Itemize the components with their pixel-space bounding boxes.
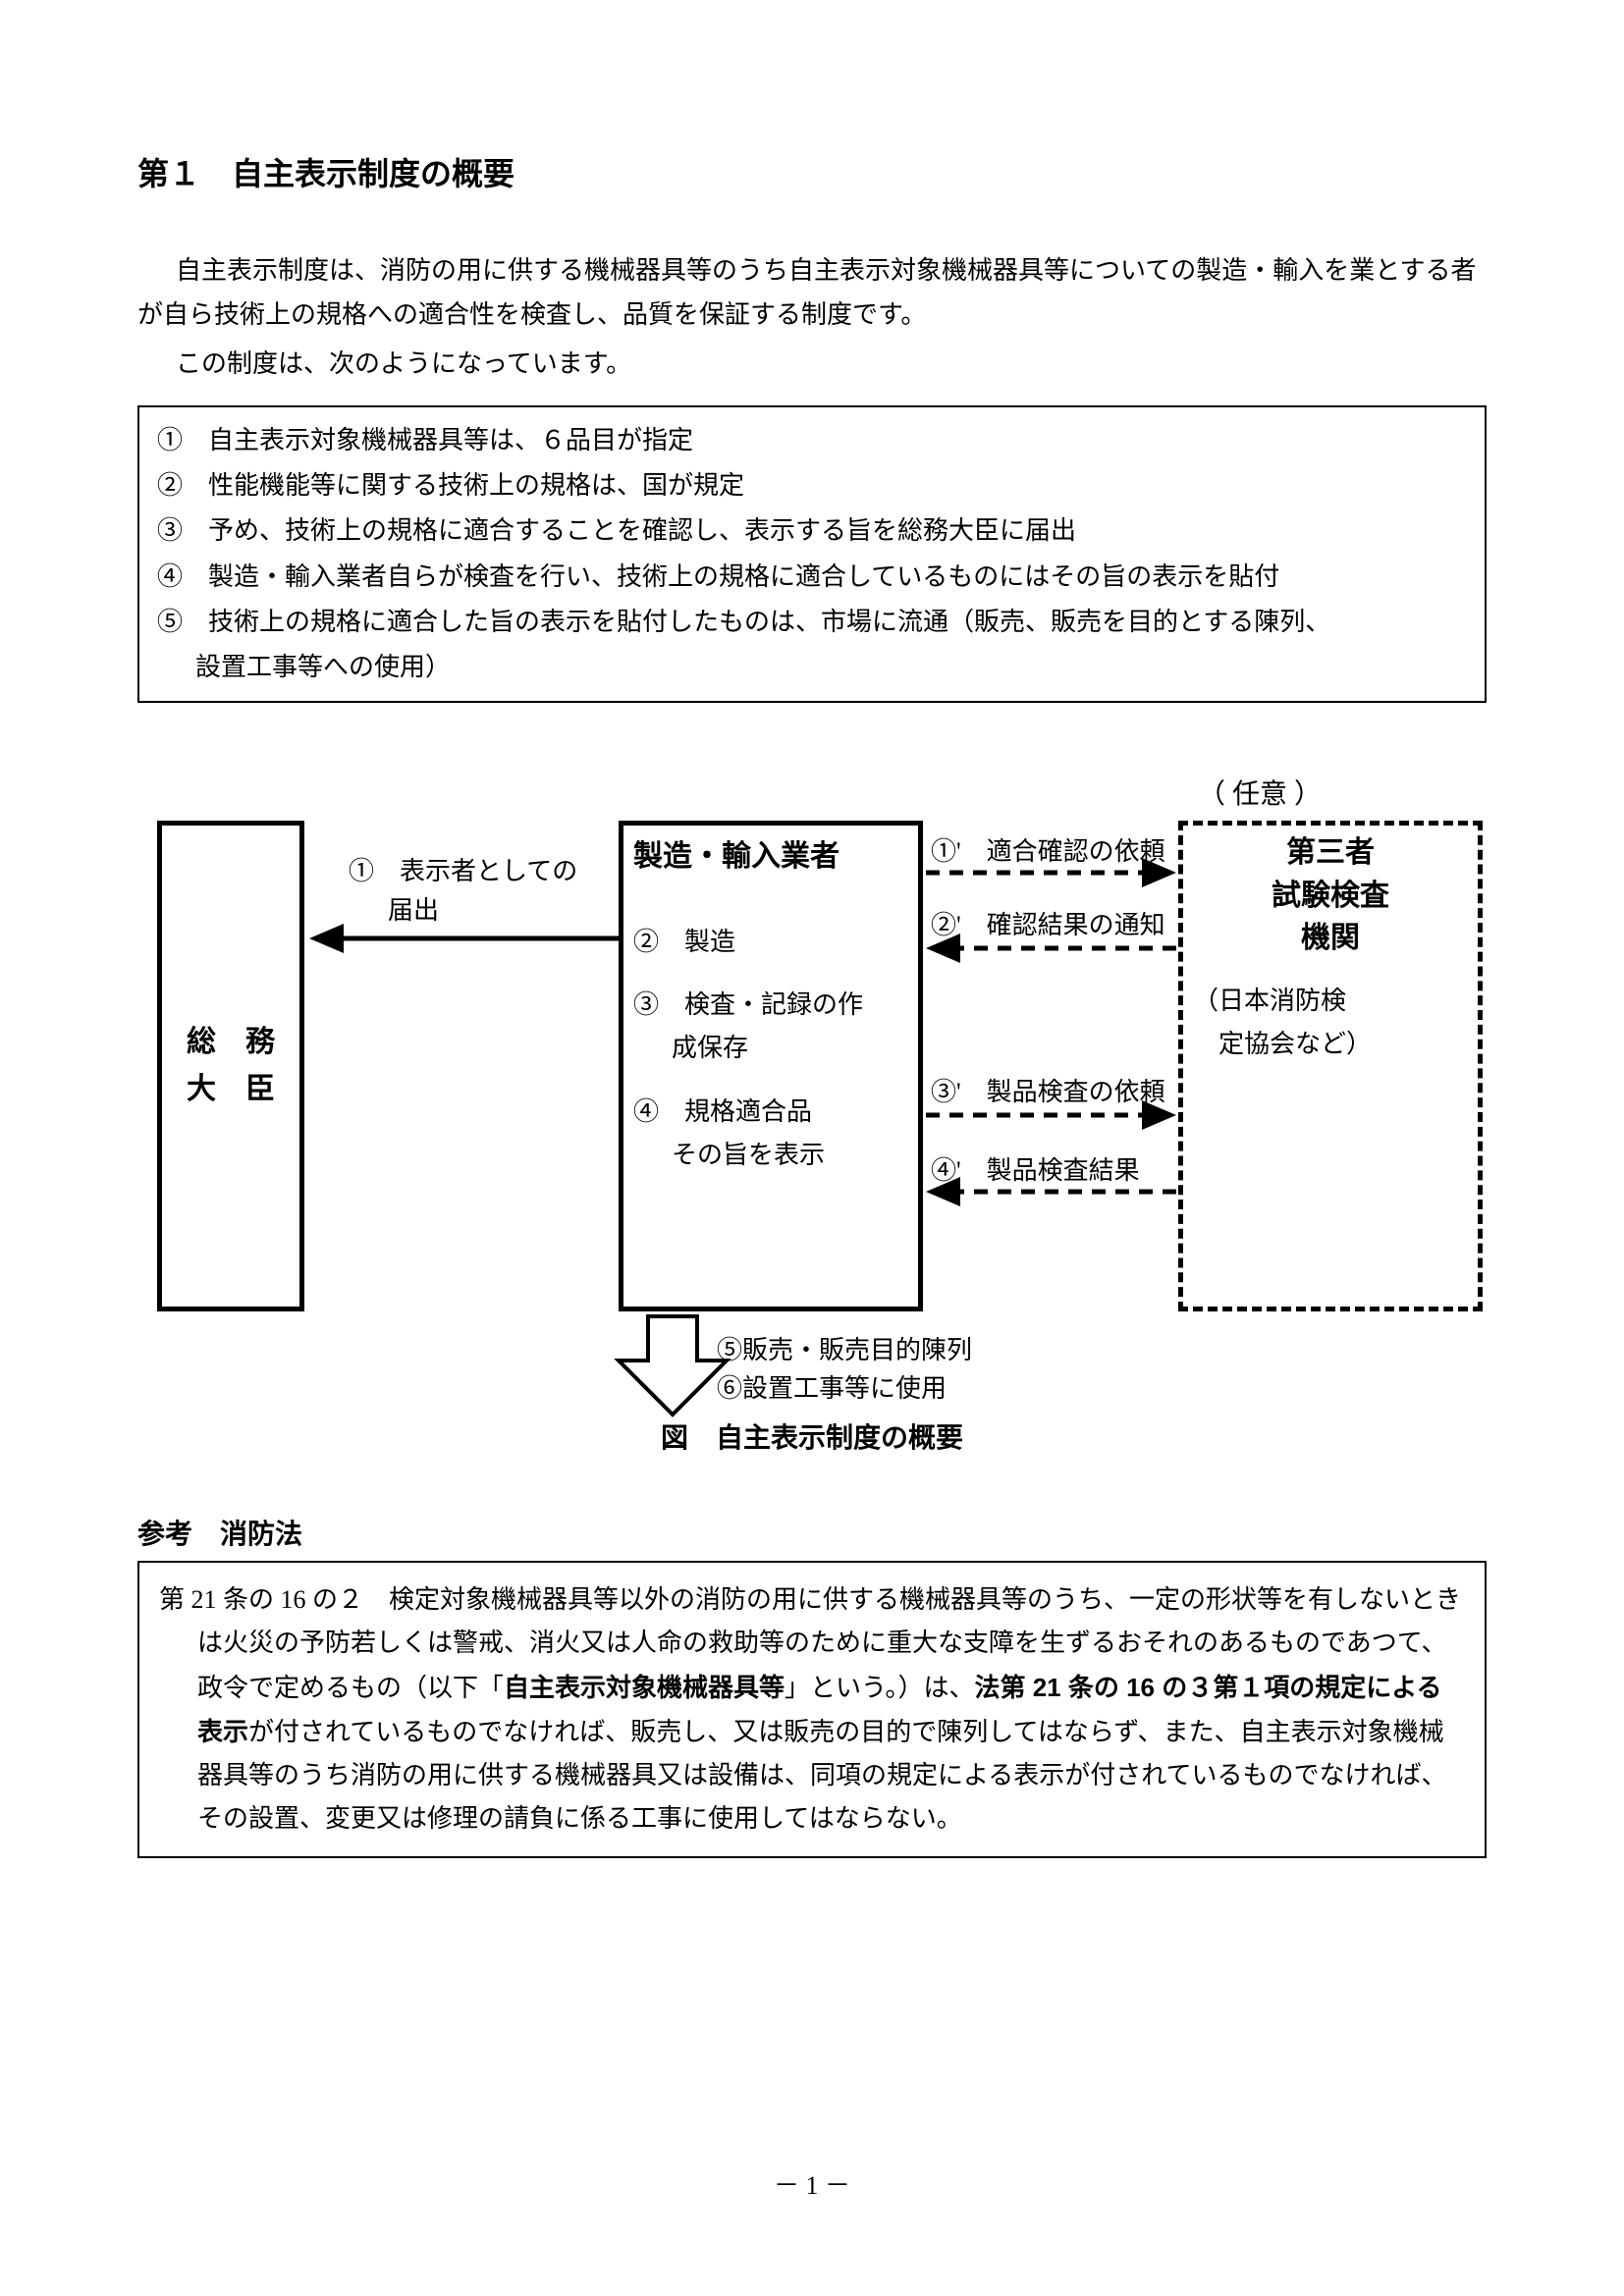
arrow-label-1b: 届出 xyxy=(388,889,439,933)
node-minister: 総 務 大 臣 xyxy=(157,821,304,1311)
summary-item-5: ⑤ 技術上の規格に適合した旨の表示を貼付したものは、市場に流通（販売、販売を目的… xyxy=(157,601,1467,644)
summary-item-1: ① 自主表示対象機械器具等は、６品目が指定 xyxy=(157,419,1467,462)
summary-item-3: ③ 予め、技術上の規格に適合することを確認し、表示する旨を総務大臣に届出 xyxy=(157,509,1467,553)
third-title: 第三者 試験検査 機関 xyxy=(1193,831,1468,960)
down-arrow-labels: ⑤販売・販売目的陳列 ⑥設置工事等に使用 xyxy=(717,1331,972,1408)
maker-title: 製造・輸入業者 xyxy=(633,831,908,881)
maker-step-2: ② 製造 xyxy=(633,921,908,964)
summary-box: ① 自主表示対象機械器具等は、６品目が指定 ② 性能機能等に関する技術上の規格は… xyxy=(137,405,1487,703)
down-label-5: ⑤販売・販売目的陳列 xyxy=(717,1331,972,1369)
maker-step-3a: ③ 検査・記録の作 xyxy=(633,984,908,1027)
arrow-label-r2: ②' 確認結果の通知 xyxy=(931,904,1165,947)
reference-heading: 参考 消防法 xyxy=(137,1511,1487,1558)
node-third-party: 第三者 試験検査 機関 （日本消防検 定協会など） xyxy=(1178,821,1483,1311)
arrow-label-1a: ① 表示者としての xyxy=(349,850,577,893)
intro-p1: 自主表示制度は、消防の用に供する機械器具等のうち自主表示対象機械器具等についての… xyxy=(137,249,1487,336)
page: 第１ 自主表示制度の概要 自主表示制度は、消防の用に供する機械器具等のうち自主表… xyxy=(0,0,1624,2296)
third-sub: （日本消防検 定協会など） xyxy=(1193,980,1468,1066)
law-post: が付されているものでなければ、販売し、又は販売の目的で陳列してはならず、また、自… xyxy=(197,1718,1446,1833)
page-number: － 1 － xyxy=(0,2164,1624,2208)
down-label-6: ⑥設置工事等に使用 xyxy=(717,1369,972,1408)
figure-caption: 図 自主表示制度の概要 xyxy=(137,1415,1487,1462)
law-mid1: 」という。）は、 xyxy=(785,1674,974,1702)
intro-p2: この制度は、次のようになっています。 xyxy=(137,343,1487,386)
arrow-label-r3: ③' 製品検査の依頼 xyxy=(931,1071,1165,1114)
maker-step-4b: その旨を表示 xyxy=(633,1134,908,1177)
intro-block: 自主表示制度は、消防の用に供する機械器具等のうち自主表示対象機械器具等についての… xyxy=(137,249,1487,386)
arrow-label-r4: ④' 製品検査結果 xyxy=(931,1149,1140,1193)
flow-diagram: 総 務 大 臣 製造・輸入業者 ② 製造 ③ 検査・記録の作 成保存 ④ 規格適… xyxy=(137,762,1483,1390)
node-manufacturer: 製造・輸入業者 ② 製造 ③ 検査・記録の作 成保存 ④ 規格適合品 その旨を表… xyxy=(619,821,923,1311)
summary-item-2: ② 性能機能等に関する技術上の規格は、国が規定 xyxy=(157,464,1467,507)
summary-item-5b: 設置工事等への使用） xyxy=(157,646,1467,689)
maker-step-3b: 成保存 xyxy=(633,1027,908,1070)
law-text: 第 21 条の 16 の２ 検定対象機械器具等以外の消防の用に供する機械器具等の… xyxy=(159,1578,1465,1841)
section-heading: 第１ 自主表示制度の概要 xyxy=(137,147,1487,200)
law-excerpt-box: 第 21 条の 16 の２ 検定対象機械器具等以外の消防の用に供する機械器具等の… xyxy=(137,1561,1487,1858)
summary-item-4: ④ 製造・輸入業者自らが検査を行い、技術上の規格に適合しているものにはその旨の表… xyxy=(157,556,1467,599)
arrow-label-r1: ①' 適合確認の依頼 xyxy=(931,830,1165,874)
law-bold-1: 自主表示対象機械器具等 xyxy=(504,1673,785,1702)
maker-step-4a: ④ 規格適合品 xyxy=(633,1091,908,1134)
optional-label: （ 任意 ） xyxy=(1198,772,1322,819)
